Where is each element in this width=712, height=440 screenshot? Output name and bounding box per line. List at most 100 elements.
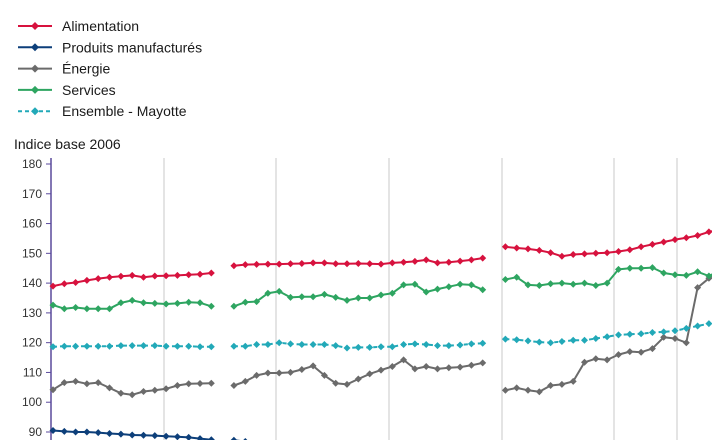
y-axis-ticks: 90 100 110 120 130 140 150 160 170 180 <box>22 157 51 439</box>
data-point <box>479 254 487 262</box>
data-point <box>682 271 690 279</box>
data-point <box>592 355 600 363</box>
data-point <box>388 289 396 297</box>
data-point <box>140 299 147 307</box>
data-point <box>275 260 283 268</box>
data-point <box>320 371 328 379</box>
data-point <box>162 342 170 350</box>
data-point <box>354 343 362 351</box>
data-point <box>524 281 532 289</box>
data-point <box>705 320 712 328</box>
data-point <box>660 238 668 246</box>
data-point <box>569 251 577 258</box>
data-point <box>569 336 577 344</box>
data-point <box>207 379 215 387</box>
data-point <box>117 342 125 350</box>
data-point <box>49 427 57 434</box>
data-point <box>241 261 249 269</box>
data-point <box>648 264 656 272</box>
data-point <box>140 388 147 395</box>
data-point <box>524 386 532 394</box>
series-line <box>505 266 712 287</box>
series-produits-manufactures <box>49 427 248 440</box>
data-point <box>151 299 159 307</box>
data-point <box>445 364 453 372</box>
data-point <box>49 282 57 290</box>
data-point <box>275 287 283 295</box>
data-point <box>343 296 351 304</box>
data-point <box>287 340 294 348</box>
y-tick-label: 150 <box>22 246 42 260</box>
series-alimentation <box>49 228 712 290</box>
data-point <box>253 371 261 379</box>
data-point <box>434 342 441 350</box>
data-point <box>332 379 340 387</box>
data-point <box>637 264 645 272</box>
data-point <box>603 333 611 341</box>
data-point <box>94 305 102 313</box>
data-point <box>173 299 181 307</box>
data-point <box>615 248 622 255</box>
data-point <box>671 335 679 342</box>
data-point <box>366 260 374 268</box>
data-point <box>332 260 340 268</box>
data-point <box>535 338 543 346</box>
data-point <box>456 363 464 371</box>
data-point <box>298 260 306 267</box>
data-point <box>72 304 80 311</box>
data-point <box>60 379 68 387</box>
legend-item-energie: Énergie <box>18 61 110 77</box>
legend-label: Ensemble - Mayotte <box>62 103 187 119</box>
data-point <box>196 299 204 307</box>
data-point <box>569 280 577 288</box>
data-point <box>241 377 249 385</box>
data-point <box>422 288 430 296</box>
data-point <box>422 256 430 264</box>
data-point <box>501 276 509 283</box>
data-point <box>309 362 317 370</box>
data-point <box>366 343 374 351</box>
data-point <box>185 342 193 350</box>
data-point <box>479 359 487 367</box>
data-point <box>411 340 419 348</box>
data-point <box>309 341 317 348</box>
data-point <box>558 279 566 287</box>
data-point <box>626 348 634 356</box>
data-point <box>230 302 238 310</box>
data-point <box>422 363 430 370</box>
data-point <box>83 428 91 436</box>
data-point <box>151 432 159 440</box>
legend-marker <box>31 64 39 73</box>
data-point <box>637 243 645 251</box>
data-point <box>140 342 147 350</box>
data-point <box>94 429 102 437</box>
data-point <box>377 343 385 351</box>
data-point <box>230 436 238 440</box>
y-tick-label: 90 <box>29 425 43 439</box>
data-point <box>207 436 215 440</box>
data-point <box>569 377 577 385</box>
data-point <box>49 301 57 309</box>
data-point <box>581 336 588 344</box>
data-point <box>434 285 441 293</box>
data-point <box>581 250 588 258</box>
data-point <box>162 300 170 308</box>
data-point <box>637 330 645 338</box>
data-point <box>106 305 113 313</box>
data-point <box>660 328 668 336</box>
legend-label: Alimentation <box>62 18 139 34</box>
data-point <box>196 343 204 351</box>
data-point <box>501 243 509 251</box>
data-point <box>501 386 509 394</box>
data-point <box>705 272 712 280</box>
data-point <box>287 293 294 301</box>
data-point <box>694 322 702 330</box>
data-point <box>592 282 600 289</box>
data-point <box>456 280 464 288</box>
legend-label: Énergie <box>62 61 110 77</box>
data-point <box>128 391 136 399</box>
data-point <box>513 336 521 344</box>
data-point <box>298 341 306 348</box>
data-point <box>117 272 125 280</box>
data-point <box>592 249 600 257</box>
